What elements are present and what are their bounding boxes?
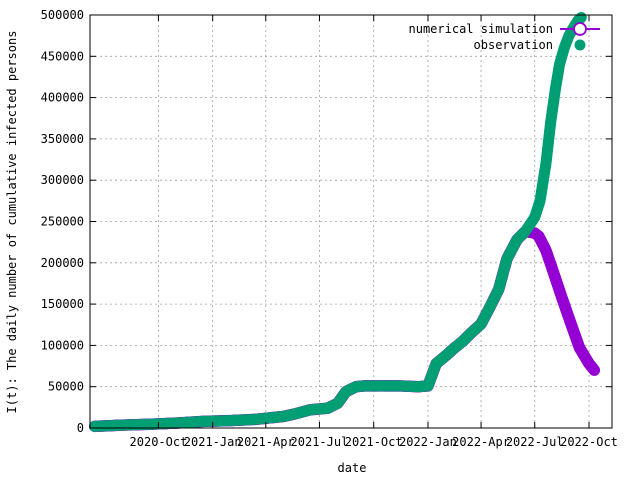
y-tick-label: 400000: [41, 91, 84, 105]
x-tick-label: 2020-Oct: [130, 435, 188, 449]
legend-marker-observation: [574, 39, 586, 51]
x-axis-label: date: [338, 461, 367, 475]
x-axis-ticks: 2020-Oct2021-Jan2021-Apr2021-Jul2021-Oct…: [130, 15, 618, 449]
x-tick-label: 2021-Jul: [291, 435, 349, 449]
y-tick-label: 150000: [41, 297, 84, 311]
y-tick-label: 300000: [41, 173, 84, 187]
y-tick-label: 50000: [48, 380, 84, 394]
x-tick-label: 2022-Jan: [399, 435, 457, 449]
x-tick-label: 2021-Jan: [184, 435, 242, 449]
x-tick-label: 2022-Jul: [506, 435, 564, 449]
y-tick-label: 100000: [41, 338, 84, 352]
y-tick-label: 0: [77, 421, 84, 435]
y-tick-label: 450000: [41, 49, 84, 63]
y-axis-ticks: 0 50000 100000 150000 200000 250000 300000 3500…: [41, 8, 612, 435]
numerical-simulation-point: [586, 362, 599, 374]
x-tick-label: 2022-Apr: [452, 435, 510, 449]
legend-label-numerical-simulation: numerical simulation: [409, 22, 554, 36]
series-observation: [89, 11, 587, 432]
numerical-simulation-point: [585, 361, 598, 373]
y-tick-label: 250000: [41, 215, 84, 229]
legend-label-observation: observation: [474, 38, 553, 52]
x-tick-label: 2022-Oct: [560, 435, 618, 449]
legend: numerical simulation observation: [409, 22, 600, 52]
numerical-simulation-point: [588, 364, 601, 376]
y-axis-label: I(t): The daily number of cumulative inf…: [5, 31, 19, 414]
observation-point: [575, 11, 587, 23]
numerical-simulation-point: [587, 363, 600, 375]
legend-marker-numerical-simulation: [573, 22, 587, 36]
y-tick-label: 500000: [41, 8, 84, 22]
y-tick-label: 350000: [41, 132, 84, 146]
x-tick-label: 2021-Oct: [345, 435, 403, 449]
x-tick-label: 2021-Apr: [237, 435, 295, 449]
y-tick-label: 200000: [41, 256, 84, 270]
